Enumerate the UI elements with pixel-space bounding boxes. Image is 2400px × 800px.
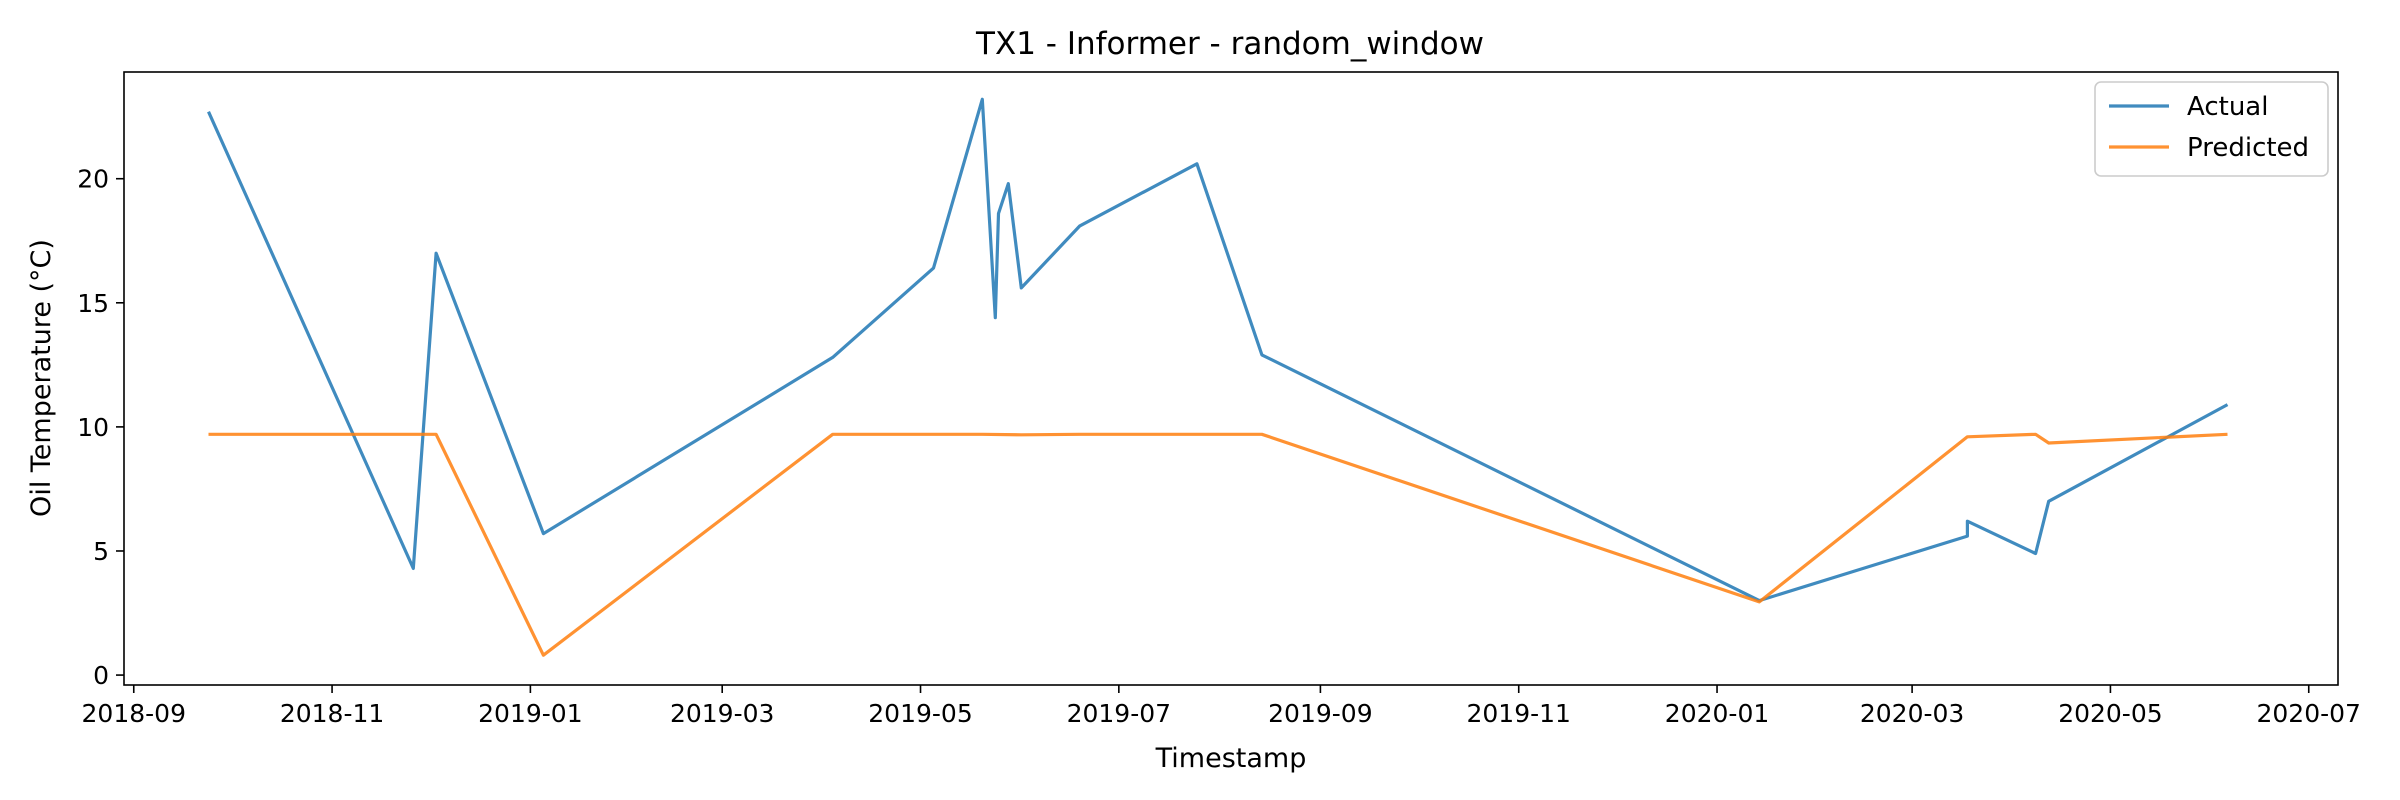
y-tick-label: 15 <box>77 289 109 318</box>
plot-content <box>207 97 2229 657</box>
legend-label-actual: Actual <box>2187 92 2268 122</box>
x-tick-label: 2019-03 <box>670 699 774 728</box>
x-tick-label: 2018-11 <box>280 699 384 728</box>
x-tick-label: 2019-07 <box>1067 699 1171 728</box>
series-line-actual <box>207 97 2229 603</box>
x-tick-label: 2019-05 <box>868 699 972 728</box>
x-tick-label: 2019-11 <box>1466 699 1570 728</box>
x-tick-label: 2020-05 <box>2058 699 2162 728</box>
series-line-predicted <box>208 432 2228 657</box>
x-axis: 2018-09 2018-11 2019-01 2019-03 2019-05 2019-… <box>82 685 2361 728</box>
x-tick-label: 2019-09 <box>1268 699 1372 728</box>
y-axis-label: Oil Temperature (°C) <box>26 239 57 517</box>
y-tick-label: 5 <box>93 537 109 566</box>
x-tick-label: 2020-03 <box>1860 699 1964 728</box>
plot-area-frame <box>123 71 2339 686</box>
x-tick-label: 2020-07 <box>2257 699 2361 728</box>
y-tick-label: 10 <box>77 413 109 442</box>
legend-label-predicted: Predicted <box>2187 133 2309 163</box>
y-tick-label: 0 <box>93 661 109 690</box>
x-tick-label: 2019-01 <box>478 699 582 728</box>
x-tick-label: 2018-09 <box>82 699 186 728</box>
x-tick-label: 2020-01 <box>1665 699 1769 728</box>
x-axis-label: Timestamp <box>1155 743 1307 774</box>
y-axis: 0 5 10 15 20 <box>77 165 124 690</box>
chart-title: TX1 - Informer - random_window <box>975 26 1484 62</box>
legend: Actual Predicted <box>2094 81 2329 177</box>
y-tick-label: 20 <box>77 165 109 194</box>
